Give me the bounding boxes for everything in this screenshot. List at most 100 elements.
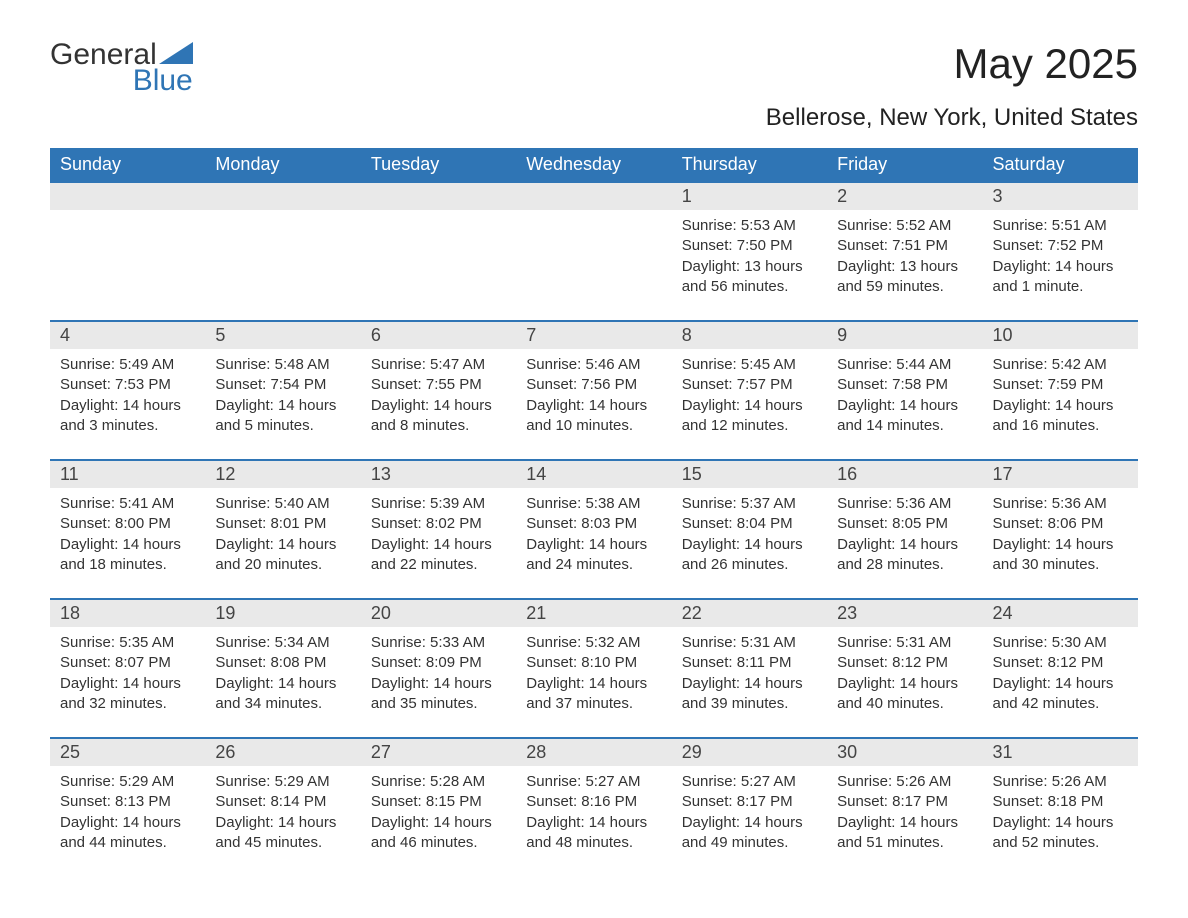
calendar-cell: 23Sunrise: 5:31 AMSunset: 8:12 PMDayligh… — [827, 599, 982, 738]
day-body: Sunrise: 5:37 AMSunset: 8:04 PMDaylight:… — [672, 488, 827, 598]
sunset-text: Sunset: 8:12 PM — [993, 653, 1128, 673]
day-number — [516, 183, 671, 210]
day-number: 17 — [983, 461, 1138, 488]
day-number: 1 — [672, 183, 827, 210]
sunrise-text: Sunrise: 5:34 AM — [215, 633, 350, 653]
calendar-cell: 26Sunrise: 5:29 AMSunset: 8:14 PMDayligh… — [205, 738, 360, 876]
sunrise-text: Sunrise: 5:45 AM — [682, 355, 817, 375]
day-body — [516, 210, 671, 320]
calendar-cell: 5Sunrise: 5:48 AMSunset: 7:54 PMDaylight… — [205, 321, 360, 460]
day-body: Sunrise: 5:52 AMSunset: 7:51 PMDaylight:… — [827, 210, 982, 320]
calendar-cell: 8Sunrise: 5:45 AMSunset: 7:57 PMDaylight… — [672, 321, 827, 460]
day-number: 19 — [205, 600, 360, 627]
sunrise-text: Sunrise: 5:28 AM — [371, 772, 506, 792]
calendar-cell: 30Sunrise: 5:26 AMSunset: 8:17 PMDayligh… — [827, 738, 982, 876]
day-number: 7 — [516, 322, 671, 349]
daylight-text: Daylight: 14 hours and 32 minutes. — [60, 674, 195, 715]
sunrise-text: Sunrise: 5:46 AM — [526, 355, 661, 375]
day-body: Sunrise: 5:34 AMSunset: 8:08 PMDaylight:… — [205, 627, 360, 737]
sunrise-text: Sunrise: 5:38 AM — [526, 494, 661, 514]
sunset-text: Sunset: 7:59 PM — [993, 375, 1128, 395]
daylight-text: Daylight: 14 hours and 30 minutes. — [993, 535, 1128, 576]
day-number: 13 — [361, 461, 516, 488]
calendar-cell: 17Sunrise: 5:36 AMSunset: 8:06 PMDayligh… — [983, 460, 1138, 599]
day-number: 9 — [827, 322, 982, 349]
sunrise-text: Sunrise: 5:30 AM — [993, 633, 1128, 653]
sunrise-text: Sunrise: 5:52 AM — [837, 216, 972, 236]
day-header: Tuesday — [361, 148, 516, 182]
daylight-text: Daylight: 14 hours and 35 minutes. — [371, 674, 506, 715]
day-body: Sunrise: 5:36 AMSunset: 8:05 PMDaylight:… — [827, 488, 982, 598]
daylight-text: Daylight: 14 hours and 39 minutes. — [682, 674, 817, 715]
sunrise-text: Sunrise: 5:47 AM — [371, 355, 506, 375]
daylight-text: Daylight: 14 hours and 40 minutes. — [837, 674, 972, 715]
calendar-week-row: 25Sunrise: 5:29 AMSunset: 8:13 PMDayligh… — [50, 738, 1138, 876]
sunset-text: Sunset: 8:06 PM — [993, 514, 1128, 534]
sunset-text: Sunset: 8:09 PM — [371, 653, 506, 673]
day-body: Sunrise: 5:26 AMSunset: 8:18 PMDaylight:… — [983, 766, 1138, 876]
day-number: 31 — [983, 739, 1138, 766]
daylight-text: Daylight: 14 hours and 12 minutes. — [682, 396, 817, 437]
day-header: Monday — [205, 148, 360, 182]
daylight-text: Daylight: 14 hours and 8 minutes. — [371, 396, 506, 437]
day-body: Sunrise: 5:46 AMSunset: 7:56 PMDaylight:… — [516, 349, 671, 459]
sunset-text: Sunset: 8:12 PM — [837, 653, 972, 673]
day-number: 10 — [983, 322, 1138, 349]
day-body: Sunrise: 5:40 AMSunset: 8:01 PMDaylight:… — [205, 488, 360, 598]
day-number: 18 — [50, 600, 205, 627]
logo-text2: Blue — [133, 66, 193, 96]
sunset-text: Sunset: 8:00 PM — [60, 514, 195, 534]
calendar-cell: 3Sunrise: 5:51 AMSunset: 7:52 PMDaylight… — [983, 182, 1138, 321]
day-body: Sunrise: 5:32 AMSunset: 8:10 PMDaylight:… — [516, 627, 671, 737]
day-body: Sunrise: 5:48 AMSunset: 7:54 PMDaylight:… — [205, 349, 360, 459]
daylight-text: Daylight: 14 hours and 42 minutes. — [993, 674, 1128, 715]
day-body: Sunrise: 5:42 AMSunset: 7:59 PMDaylight:… — [983, 349, 1138, 459]
sunrise-text: Sunrise: 5:31 AM — [682, 633, 817, 653]
daylight-text: Daylight: 14 hours and 34 minutes. — [215, 674, 350, 715]
day-body: Sunrise: 5:31 AMSunset: 8:11 PMDaylight:… — [672, 627, 827, 737]
sunrise-text: Sunrise: 5:26 AM — [837, 772, 972, 792]
day-body: Sunrise: 5:53 AMSunset: 7:50 PMDaylight:… — [672, 210, 827, 320]
calendar-cell: 31Sunrise: 5:26 AMSunset: 8:18 PMDayligh… — [983, 738, 1138, 876]
logo: General Blue — [50, 40, 193, 96]
sunrise-text: Sunrise: 5:33 AM — [371, 633, 506, 653]
sunrise-text: Sunrise: 5:35 AM — [60, 633, 195, 653]
sunset-text: Sunset: 8:14 PM — [215, 792, 350, 812]
sunset-text: Sunset: 8:02 PM — [371, 514, 506, 534]
sunset-text: Sunset: 7:52 PM — [993, 236, 1128, 256]
day-number: 3 — [983, 183, 1138, 210]
sunrise-text: Sunrise: 5:49 AM — [60, 355, 195, 375]
calendar-cell: 18Sunrise: 5:35 AMSunset: 8:07 PMDayligh… — [50, 599, 205, 738]
daylight-text: Daylight: 14 hours and 18 minutes. — [60, 535, 195, 576]
day-number — [361, 183, 516, 210]
day-body: Sunrise: 5:39 AMSunset: 8:02 PMDaylight:… — [361, 488, 516, 598]
calendar-cell: 7Sunrise: 5:46 AMSunset: 7:56 PMDaylight… — [516, 321, 671, 460]
calendar-cell: 15Sunrise: 5:37 AMSunset: 8:04 PMDayligh… — [672, 460, 827, 599]
sunrise-text: Sunrise: 5:44 AM — [837, 355, 972, 375]
calendar-cell: 20Sunrise: 5:33 AMSunset: 8:09 PMDayligh… — [361, 599, 516, 738]
day-number: 15 — [672, 461, 827, 488]
calendar-cell: 16Sunrise: 5:36 AMSunset: 8:05 PMDayligh… — [827, 460, 982, 599]
sunset-text: Sunset: 8:05 PM — [837, 514, 972, 534]
daylight-text: Daylight: 14 hours and 20 minutes. — [215, 535, 350, 576]
day-body: Sunrise: 5:28 AMSunset: 8:15 PMDaylight:… — [361, 766, 516, 876]
calendar-cell: 13Sunrise: 5:39 AMSunset: 8:02 PMDayligh… — [361, 460, 516, 599]
daylight-text: Daylight: 14 hours and 51 minutes. — [837, 813, 972, 854]
calendar-cell — [50, 182, 205, 321]
calendar-cell: 6Sunrise: 5:47 AMSunset: 7:55 PMDaylight… — [361, 321, 516, 460]
day-number: 27 — [361, 739, 516, 766]
sunrise-text: Sunrise: 5:29 AM — [60, 772, 195, 792]
sunset-text: Sunset: 8:17 PM — [837, 792, 972, 812]
sunrise-text: Sunrise: 5:51 AM — [993, 216, 1128, 236]
day-number: 11 — [50, 461, 205, 488]
sunset-text: Sunset: 7:56 PM — [526, 375, 661, 395]
calendar-cell: 28Sunrise: 5:27 AMSunset: 8:16 PMDayligh… — [516, 738, 671, 876]
day-body: Sunrise: 5:38 AMSunset: 8:03 PMDaylight:… — [516, 488, 671, 598]
sunrise-text: Sunrise: 5:29 AM — [215, 772, 350, 792]
sunrise-text: Sunrise: 5:27 AM — [682, 772, 817, 792]
calendar-cell: 10Sunrise: 5:42 AMSunset: 7:59 PMDayligh… — [983, 321, 1138, 460]
daylight-text: Daylight: 14 hours and 46 minutes. — [371, 813, 506, 854]
calendar-cell: 27Sunrise: 5:28 AMSunset: 8:15 PMDayligh… — [361, 738, 516, 876]
day-body — [205, 210, 360, 320]
calendar-cell: 29Sunrise: 5:27 AMSunset: 8:17 PMDayligh… — [672, 738, 827, 876]
